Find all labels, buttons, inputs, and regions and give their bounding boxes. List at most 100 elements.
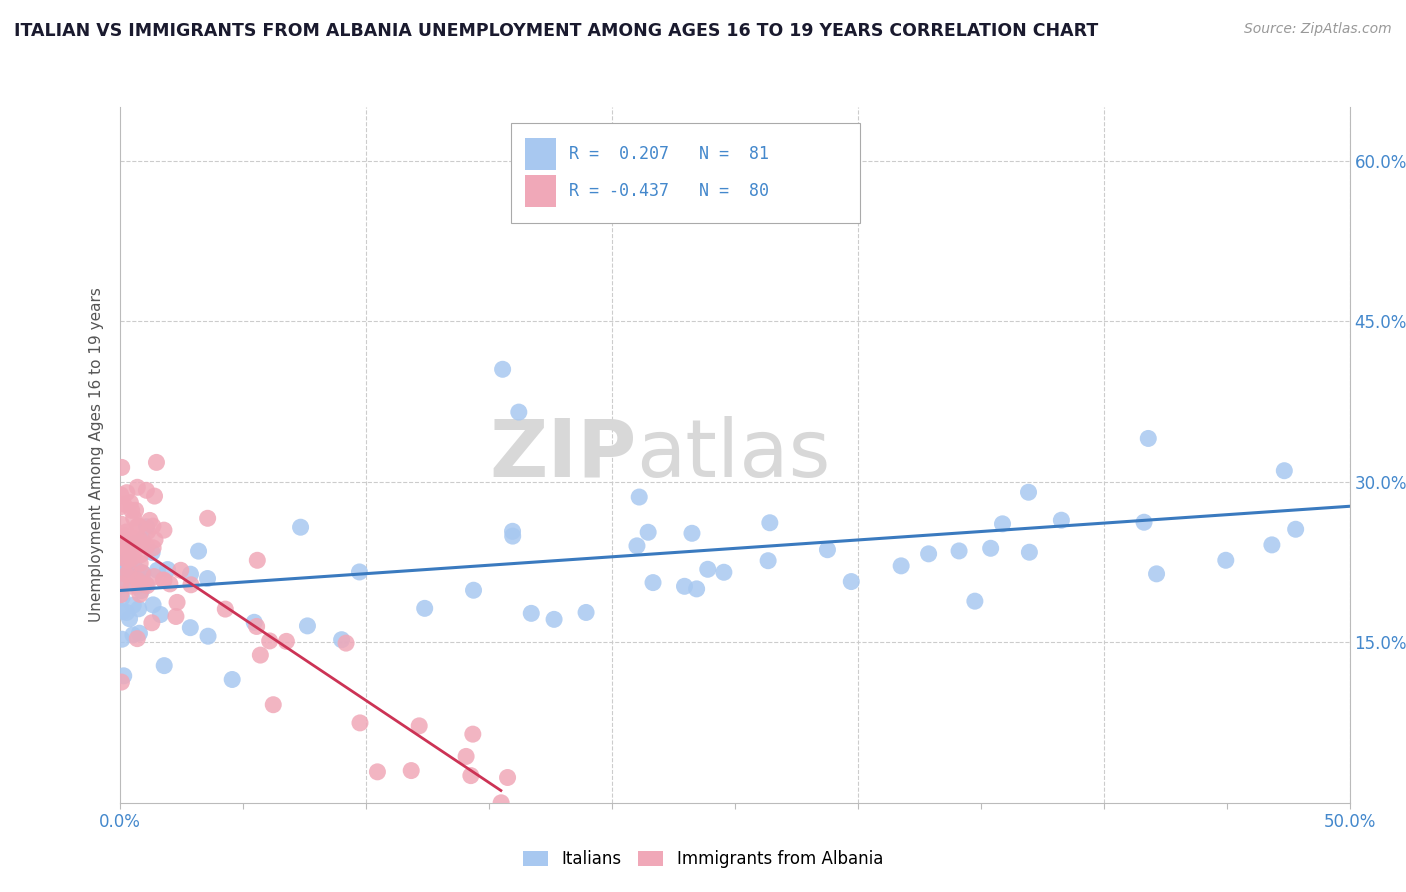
Point [259, 634, 281, 648]
Point [461, 727, 484, 741]
Point [948, 544, 970, 558]
Point [153, 574, 176, 588]
Point [124, 533, 146, 547]
Point [673, 579, 696, 593]
FancyBboxPatch shape [526, 138, 557, 169]
Point [520, 607, 543, 621]
Point [142, 598, 165, 612]
Point [129, 574, 152, 588]
Point [136, 524, 159, 539]
Point [122, 598, 145, 612]
Point [246, 619, 269, 633]
Y-axis label: Unemployment Among Ages 16 to 19 years: Unemployment Among Ages 16 to 19 years [89, 287, 104, 623]
Point [221, 673, 243, 687]
Point [413, 601, 436, 615]
Point [149, 607, 172, 622]
Point [1137, 432, 1160, 446]
Point [127, 519, 149, 533]
Point [127, 480, 149, 494]
Point [153, 523, 176, 537]
Point [128, 519, 150, 533]
Point [117, 553, 139, 567]
Point [839, 574, 862, 589]
Point [110, 517, 132, 532]
Point [696, 562, 718, 576]
Point [366, 764, 388, 779]
Point [146, 563, 169, 577]
Point [1018, 545, 1040, 559]
Point [166, 595, 188, 609]
Point [262, 698, 284, 712]
Point [115, 540, 138, 554]
Point [127, 574, 149, 588]
Text: atlas: atlas [636, 416, 831, 494]
Point [575, 606, 598, 620]
Point [131, 536, 153, 550]
Point [111, 540, 134, 554]
Point [115, 485, 138, 500]
Point [249, 648, 271, 662]
Point [508, 405, 530, 419]
Point [152, 573, 174, 587]
Point [125, 563, 148, 577]
Point [129, 587, 152, 601]
Point [489, 796, 512, 810]
Point [122, 511, 145, 525]
Point [142, 519, 165, 533]
Point [197, 511, 219, 525]
Point [141, 545, 163, 559]
Point [980, 541, 1002, 556]
Point [1050, 513, 1073, 527]
Point [681, 526, 703, 541]
Point [963, 594, 986, 608]
Point [463, 583, 485, 598]
Point [641, 575, 664, 590]
Point [118, 612, 141, 626]
Point [111, 632, 134, 647]
Point [502, 529, 524, 543]
Point [120, 579, 142, 593]
Point [129, 565, 152, 579]
Point [156, 563, 179, 577]
Point [127, 579, 149, 593]
Point [330, 632, 353, 647]
Point [1018, 485, 1040, 500]
Point [756, 554, 779, 568]
Point [890, 558, 912, 573]
Point [456, 749, 478, 764]
Point [115, 567, 138, 582]
Point [114, 533, 136, 547]
Point [128, 626, 150, 640]
Point [713, 566, 735, 580]
Point [124, 503, 146, 517]
Point [132, 577, 155, 591]
Point [297, 619, 319, 633]
Text: ZIP: ZIP [489, 416, 636, 494]
Point [121, 503, 143, 517]
Point [759, 516, 782, 530]
Point [131, 533, 153, 548]
Point [128, 576, 150, 591]
Point [637, 525, 659, 540]
Point [335, 636, 357, 650]
Point [118, 550, 141, 565]
Point [132, 566, 155, 581]
Point [112, 497, 135, 511]
Point [111, 460, 134, 475]
Point [131, 583, 153, 598]
Point [120, 495, 142, 509]
FancyBboxPatch shape [510, 123, 860, 223]
Point [112, 669, 135, 683]
Point [349, 715, 371, 730]
Point [543, 612, 565, 626]
Point [122, 628, 145, 642]
Point [115, 524, 138, 539]
Point [128, 602, 150, 616]
Point [111, 591, 134, 605]
Point [129, 548, 152, 562]
Point [153, 658, 176, 673]
Point [243, 615, 266, 630]
Point [1133, 515, 1156, 529]
Point [111, 578, 134, 592]
Point [115, 563, 138, 577]
